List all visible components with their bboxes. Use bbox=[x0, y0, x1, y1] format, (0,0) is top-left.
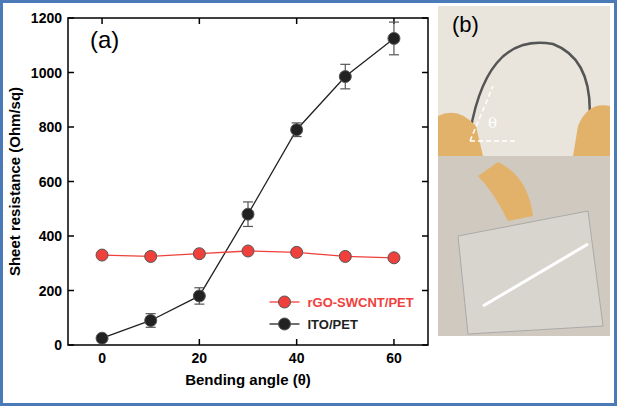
x-tick bbox=[199, 18, 201, 24]
data-point bbox=[388, 32, 400, 44]
data-point bbox=[145, 314, 157, 326]
error-bar bbox=[389, 22, 399, 55]
error-bar bbox=[243, 202, 253, 227]
x-tick bbox=[199, 339, 201, 345]
data-point bbox=[96, 249, 108, 261]
y-tick bbox=[422, 72, 428, 74]
y-axis-title: Sheet resistance (Ohm/sq) bbox=[6, 87, 23, 276]
x-tick-label: 60 bbox=[386, 350, 402, 366]
y-tick bbox=[68, 126, 74, 128]
x-tick bbox=[393, 339, 395, 345]
plot-frame bbox=[68, 18, 428, 345]
error-bar bbox=[340, 64, 350, 89]
series-line bbox=[102, 38, 394, 338]
transparent-film bbox=[458, 211, 603, 334]
right-fingers bbox=[573, 105, 610, 156]
y-tick-label: 800 bbox=[39, 119, 63, 135]
panel-label: (b) bbox=[452, 12, 479, 37]
bent-film bbox=[468, 43, 590, 146]
legend-marker bbox=[279, 318, 291, 330]
y-tick bbox=[68, 290, 74, 292]
x-tick bbox=[101, 18, 103, 24]
error-bar bbox=[146, 314, 156, 328]
y-tick bbox=[422, 290, 428, 292]
photo-top-bg bbox=[438, 6, 610, 156]
y-tick-label: 1200 bbox=[31, 10, 62, 26]
x-tick bbox=[296, 18, 298, 24]
y-tick bbox=[68, 181, 74, 183]
y-tick bbox=[422, 181, 428, 183]
data-point bbox=[242, 208, 254, 220]
y-tick bbox=[68, 72, 74, 74]
y-tick-label: 600 bbox=[39, 174, 63, 190]
error-bar bbox=[292, 123, 302, 137]
fingers bbox=[478, 162, 533, 221]
legend-label: rGO-SWCNT/PET bbox=[308, 295, 414, 310]
film-line bbox=[483, 244, 588, 306]
photo-bottom-bg bbox=[438, 156, 610, 336]
figure-frame bbox=[2, 2, 616, 405]
x-tick-label: 0 bbox=[98, 350, 106, 366]
error-bar bbox=[194, 288, 204, 304]
data-point bbox=[291, 124, 303, 136]
y-tick-label: 400 bbox=[39, 228, 63, 244]
data-point bbox=[193, 248, 205, 260]
angle-label: θ bbox=[488, 114, 497, 132]
legend-marker bbox=[279, 296, 291, 308]
angle-line bbox=[470, 140, 518, 142]
panel-label: (a) bbox=[90, 26, 119, 53]
data-point bbox=[291, 246, 303, 258]
data-point bbox=[145, 250, 157, 262]
x-axis-title: Bending angle (θ) bbox=[185, 371, 311, 388]
photo-panel: θ (b) bbox=[438, 6, 610, 336]
data-point bbox=[242, 245, 254, 257]
data-point bbox=[339, 250, 351, 262]
legend-label: ITO/PET bbox=[308, 317, 358, 332]
x-tick-label: 20 bbox=[192, 350, 208, 366]
y-tick-label: 0 bbox=[54, 337, 62, 353]
legend: rGO-SWCNT/PET ITO/PET bbox=[270, 295, 414, 332]
data-point bbox=[193, 290, 205, 302]
data-point bbox=[96, 332, 108, 344]
figure: 0 200 400 600 800 1000 1200 0 20 40 60 Bending angl… bbox=[0, 0, 617, 406]
y-tick-label: 1000 bbox=[31, 65, 62, 81]
y-tick bbox=[422, 235, 428, 237]
y-tick bbox=[422, 126, 428, 128]
y-tick bbox=[68, 235, 74, 237]
y-tick-label: 200 bbox=[39, 283, 63, 299]
x-tick-label: 40 bbox=[289, 350, 305, 366]
data-point bbox=[388, 252, 400, 264]
x-tick bbox=[296, 339, 298, 345]
data-point bbox=[339, 71, 351, 83]
left-fingers bbox=[438, 113, 483, 156]
